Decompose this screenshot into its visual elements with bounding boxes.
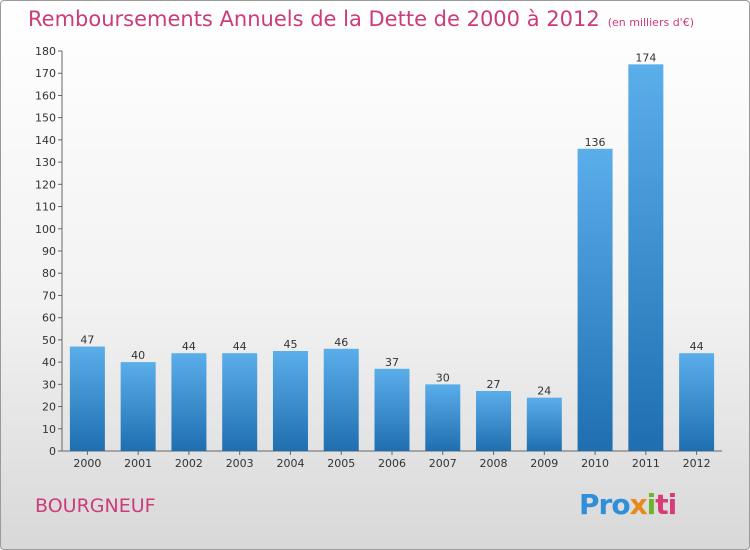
bars: 47 40 44 44 45 46 37 30 27 24 136 174 44: [69, 51, 715, 452]
bar-2009[interactable]: [526, 397, 562, 451]
x-axis: 2000 2001 2002 2003 2004 2005 2006 2007 2008 2009…: [62, 450, 722, 470]
proxiti-logo[interactable]: Proxiti: [579, 488, 677, 521]
bar-2001[interactable]: [120, 362, 156, 451]
y-tick-label: 60: [42, 312, 56, 325]
y-tick-label: 50: [42, 334, 56, 347]
bar-value-label: 44: [233, 340, 247, 353]
bar-2008[interactable]: [476, 391, 512, 451]
x-tick-label: 2009: [530, 457, 558, 470]
x-tick-label: 2003: [226, 457, 254, 470]
y-tick-label: 70: [42, 289, 56, 302]
y-tick-label: 170: [35, 67, 56, 80]
bar-value-label: 45: [283, 338, 297, 351]
y-tick-label: 150: [35, 112, 56, 125]
bar-2007[interactable]: [425, 384, 461, 451]
bar-2012[interactable]: [679, 353, 715, 451]
bar-2003[interactable]: [222, 353, 258, 451]
bar-value-label: 37: [385, 356, 399, 369]
y-tick-label: 160: [35, 89, 56, 102]
bar-2006[interactable]: [374, 368, 410, 451]
commune-name: BOURGNEUF: [35, 495, 156, 517]
bar-2010[interactable]: [577, 148, 613, 451]
y-tick-label: 180: [35, 45, 56, 58]
logo-part-2: x: [629, 488, 648, 521]
x-tick-label: 2010: [581, 457, 609, 470]
y-tick-label: 90: [42, 245, 56, 258]
bar-2004[interactable]: [272, 351, 308, 451]
y-tick-label: 0: [49, 445, 56, 458]
y-tick-label: 140: [35, 134, 56, 147]
bar-value-label: 27: [487, 378, 501, 391]
logo-part-4: ti: [655, 488, 677, 521]
y-tick-label: 120: [35, 178, 56, 191]
chart-subtitle: (en milliers d'€): [607, 16, 694, 29]
bar-value-label: 40: [131, 349, 145, 362]
logo-part-1: Pro: [579, 488, 631, 521]
y-tick-label: 130: [35, 156, 56, 169]
bar-value-label: 46: [334, 336, 348, 349]
chart-title-text: Remboursements Annuels de la Dette de 20…: [28, 7, 600, 31]
bar-2005[interactable]: [323, 348, 359, 451]
y-tick-label: 110: [35, 201, 56, 214]
y-tick-label: 100: [35, 223, 56, 236]
bar-value-label: 47: [80, 334, 94, 347]
x-tick-label: 2001: [124, 457, 152, 470]
bar-value-label: 30: [436, 371, 450, 384]
bar-value-label: 24: [537, 385, 551, 398]
x-tick-label: 2007: [429, 457, 457, 470]
x-tick-label: 2005: [327, 457, 355, 470]
logo-part-3: i: [646, 488, 657, 521]
bar-value-label: 44: [182, 340, 196, 353]
chart-title: Remboursements Annuels de la Dette de 20…: [28, 7, 694, 31]
y-tick-label: 80: [42, 267, 56, 280]
x-tick-label: 2008: [480, 457, 508, 470]
bar-value-label: 44: [690, 340, 704, 353]
x-tick-label: 2002: [175, 457, 203, 470]
x-tick-label: 2011: [632, 457, 660, 470]
y-tick-label: 10: [42, 423, 56, 436]
x-tick-label: 2012: [683, 457, 711, 470]
y-tick-label: 20: [42, 401, 56, 414]
x-tick-label: 2000: [73, 457, 101, 470]
x-tick-label: 2006: [378, 457, 406, 470]
y-tick-label: 40: [42, 356, 56, 369]
x-tick-label: 2004: [276, 457, 304, 470]
bar-2011[interactable]: [628, 64, 664, 452]
y-axis: 0 10 20 30 40 50 60 70 80 90 100 110 120 130 140 150 160…: [35, 45, 63, 458]
bar-value-label: 136: [585, 136, 606, 149]
bar-2000[interactable]: [69, 346, 105, 451]
bar-2002[interactable]: [171, 353, 207, 451]
bar-value-label: 174: [635, 51, 656, 64]
y-tick-label: 30: [42, 378, 56, 391]
